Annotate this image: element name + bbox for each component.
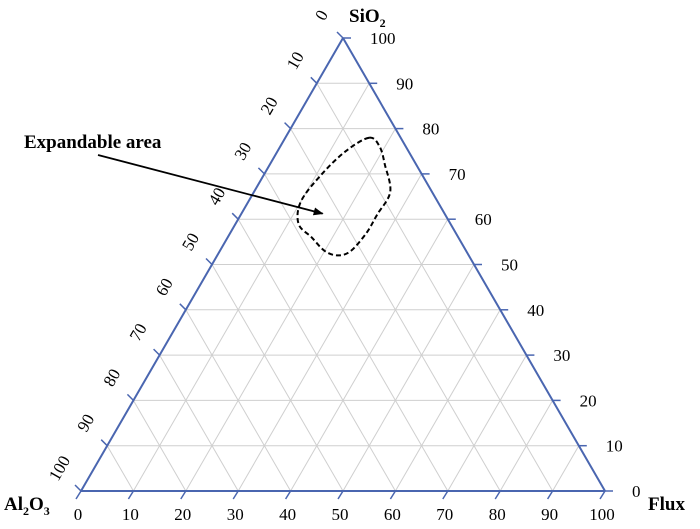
tick-label-flux-100: 100: [589, 505, 615, 524]
tick-mark-left-50: [205, 257, 213, 266]
tick-label-al2o3-30: 30: [231, 139, 256, 163]
tick-mark-bottom-100: [599, 490, 606, 500]
gridline-flux-60: [394, 309, 501, 492]
tick-mark-bottom-50: [337, 490, 344, 500]
region-annotation-label: Expandable area: [24, 132, 162, 153]
gridline-flux-70: [447, 354, 527, 492]
annotation-arrow: [97, 154, 324, 216]
gridline-flux-50: [342, 264, 475, 492]
gridline-al2o3-70: [159, 354, 239, 492]
tick-mark-left-30: [257, 167, 265, 175]
tick-label-flux-90: 90: [541, 505, 558, 524]
tick-mark-left-20: [284, 122, 292, 130]
corner-label-flux: Flux: [648, 494, 685, 515]
tick-label-sio2-20: 20: [580, 391, 597, 410]
axes: [74, 31, 613, 500]
tick-mark-left-10: [310, 76, 318, 84]
tick-label-flux-10: 10: [122, 505, 139, 524]
tick-label-flux-20: 20: [174, 505, 191, 524]
region-layer: [97, 136, 392, 257]
tick-mark-left-40: [231, 212, 239, 220]
corner-label-sio2: SiO2: [349, 6, 386, 30]
tick-mark-left-80: [126, 393, 134, 401]
gridline-flux-90: [552, 445, 580, 492]
tick-label-sio2-90: 90: [396, 74, 413, 93]
gridline-al2o3-30: [263, 173, 449, 492]
tick-label-sio2-40: 40: [527, 301, 544, 320]
tick-mark-bottom-60: [389, 490, 397, 500]
gridline-al2o3-80: [132, 400, 187, 492]
tick-mark-left-100: [74, 484, 82, 492]
tick-mark-left-90: [100, 439, 108, 447]
tick-label-al2o3-70: 70: [126, 320, 151, 344]
tick-label-al2o3-10: 10: [283, 48, 308, 72]
tick-mark-bottom-70: [442, 490, 449, 500]
tick-mark-bottom-80: [494, 490, 501, 500]
tick-mark-bottom-90: [546, 490, 554, 500]
tick-mark-bottom-20: [180, 490, 187, 500]
tick-label-sio2-60: 60: [475, 210, 492, 229]
tick-label-sio2-10: 10: [606, 437, 623, 456]
tick-label-sio2-30: 30: [553, 346, 570, 365]
tick-label-flux-80: 80: [489, 505, 506, 524]
tick-label-sio2-50: 50: [501, 256, 518, 275]
tick-label-flux-70: 70: [436, 505, 453, 524]
tick-mark-left-70: [153, 348, 161, 356]
grid: [106, 82, 580, 492]
tick-mark-bottom-0: [75, 490, 82, 500]
tick-label-al2o3-90: 90: [73, 411, 98, 435]
tick-labels: 0001010102020203030304040405050506060607…: [45, 7, 640, 524]
corner-label-al2o3: Al2O3: [4, 494, 50, 518]
tick-mark-left-60: [179, 303, 187, 311]
expandable-area-outline: [296, 136, 392, 257]
tick-mark-bottom-40: [284, 490, 292, 500]
tick-label-sio2-100: 100: [370, 29, 396, 48]
gridline-al2o3-10: [316, 83, 554, 492]
tick-label-flux-40: 40: [279, 505, 296, 524]
tick-label-al2o3-60: 60: [152, 275, 177, 299]
tick-label-flux-60: 60: [384, 505, 401, 524]
tick-label-flux-50: 50: [332, 505, 349, 524]
tick-mark-bottom-10: [127, 490, 135, 500]
gridline-al2o3-90: [106, 445, 134, 492]
gridline-flux-30: [237, 173, 423, 492]
tick-label-sio2-70: 70: [449, 165, 466, 184]
tick-label-flux-0: 0: [74, 505, 83, 524]
tick-label-al2o3-0: 0: [311, 7, 332, 24]
tick-label-al2o3-50: 50: [178, 230, 203, 254]
gridline-al2o3-60: [185, 309, 292, 492]
tick-label-al2o3-80: 80: [100, 365, 125, 389]
tick-label-al2o3-20: 20: [257, 94, 282, 118]
gridline-flux-10: [132, 83, 370, 492]
tick-mark-bottom-30: [232, 490, 239, 500]
tick-label-flux-30: 30: [227, 505, 244, 524]
gridline-al2o3-50: [211, 264, 344, 492]
tick-label-sio2-80: 80: [422, 120, 439, 139]
tick-label-sio2-0: 0: [632, 482, 641, 501]
tick-label-al2o3-100: 100: [45, 452, 74, 484]
gridline-flux-80: [499, 400, 554, 492]
tick-mark-left-0: [336, 31, 344, 39]
